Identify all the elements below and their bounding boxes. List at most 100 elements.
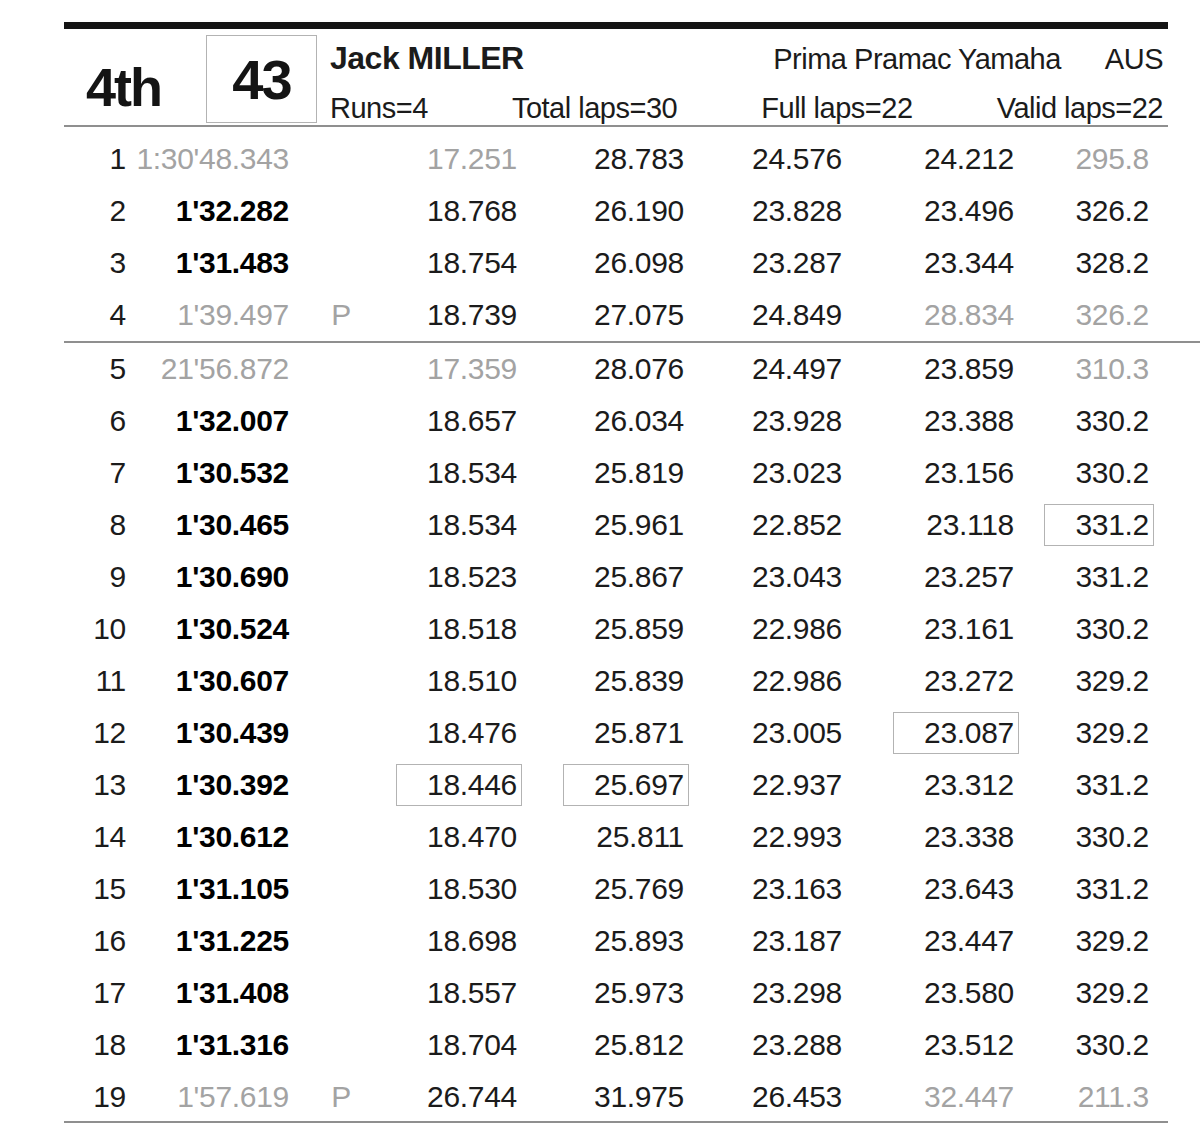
lap-time: 1'32.282 (176, 194, 289, 228)
lap-row: 3 1'31.483 18.754 26.098 23.287 23.344 3… (64, 237, 1200, 289)
lap-row: 16 1'31.225 18.698 25.893 23.187 23.447 … (64, 915, 1200, 967)
lap-row: 1 1:30'48.343 17.251 28.783 24.576 24.21… (64, 133, 1200, 185)
sector-2-time: 26.098 (594, 246, 684, 280)
sector-3-time: 23.005 (752, 716, 842, 750)
sector-2-time: 25.819 (594, 456, 684, 490)
lap-time: 21'56.872 (161, 352, 289, 386)
pit-flag: P (331, 298, 359, 332)
sector-3-time: 23.043 (752, 560, 842, 594)
lap-time: 1'30.532 (176, 456, 289, 490)
sector-3-time: 26.453 (752, 1080, 842, 1114)
sector-2-time: 25.769 (594, 872, 684, 906)
lap-row: 15 1'31.105 18.530 25.769 23.163 23.643 … (64, 863, 1200, 915)
lap-row: 13 1'30.392 18.446 25.697 22.937 23.312 … (64, 759, 1200, 811)
top-speed: 330.2 (1075, 820, 1149, 854)
sector-3-time: 23.023 (752, 456, 842, 490)
lap-table: 1 1:30'48.343 17.251 28.783 24.576 24.21… (0, 131, 1200, 1123)
sector-2-time: 26.190 (594, 194, 684, 228)
sector-2-time: 25.893 (594, 924, 684, 958)
lap-time: 1'30.465 (176, 508, 289, 542)
sector-4-time: 23.338 (924, 820, 1014, 854)
sector-1-time: 18.534 (427, 456, 517, 490)
lap-number: 11 (95, 664, 126, 698)
rider-number-box: 43 (206, 35, 317, 123)
sector-3-time: 22.993 (752, 820, 842, 854)
sector-2-time: 25.973 (594, 976, 684, 1010)
lap-row: 17 1'31.408 18.557 25.973 23.298 23.580 … (64, 967, 1200, 1019)
lap-time: 1'30.612 (176, 820, 289, 854)
lap-number: 8 (110, 508, 126, 542)
stat-valid-laps: Valid laps=22 (997, 92, 1163, 125)
sector-3-time: 23.928 (752, 404, 842, 438)
lap-time: 1'30.439 (176, 716, 289, 750)
sector-1-time: 18.768 (427, 194, 517, 228)
lap-number: 12 (93, 716, 126, 750)
sector-3-time: 23.287 (752, 246, 842, 280)
lap-row: 4 1'39.497 P 18.739 27.075 24.849 28.834… (64, 289, 1200, 343)
sector-2-time: 25.871 (594, 716, 684, 750)
top-speed: 329.2 (1075, 976, 1149, 1010)
sector-1-time: 18.698 (427, 924, 517, 958)
sector-4-time: 23.156 (924, 456, 1014, 490)
lap-number: 1 (110, 142, 126, 176)
lap-number: 6 (110, 404, 126, 438)
sector-2-time: 25.812 (594, 1028, 684, 1062)
lap-time: 1'30.524 (176, 612, 289, 646)
lap-number: 10 (93, 612, 126, 646)
stat-total-laps: Total laps=30 (512, 92, 677, 125)
sector-2-time: 28.783 (594, 142, 684, 176)
sector-1-time: 18.510 (427, 664, 517, 698)
lap-row: 5 21'56.872 17.359 28.076 24.497 23.859 … (64, 343, 1200, 395)
top-speed: 331.2 (1075, 768, 1149, 802)
top-speed: 330.2 (1075, 612, 1149, 646)
sector-3-time: 22.986 (752, 612, 842, 646)
sector-4-time: 32.447 (924, 1080, 1014, 1114)
stats-line: Runs=4 Total laps=30 Full laps=22 Valid … (330, 92, 1163, 125)
sector-4-time: 23.496 (924, 194, 1014, 228)
top-speed: 326.2 (1075, 194, 1149, 228)
lap-time: 1'31.483 (176, 246, 289, 280)
sector-2-time: 25.697 (563, 764, 689, 806)
top-speed: 295.8 (1075, 142, 1149, 176)
sector-4-time: 23.580 (924, 976, 1014, 1010)
sector-4-time: 23.447 (924, 924, 1014, 958)
lap-row: 2 1'32.282 18.768 26.190 23.828 23.496 3… (64, 185, 1200, 237)
sector-2-time: 25.811 (596, 820, 684, 854)
header-rule (64, 125, 1168, 127)
classification-position: 4th (86, 56, 161, 118)
lap-time: 1'32.007 (176, 404, 289, 438)
rider-number: 43 (232, 47, 290, 112)
nation-code: AUS (1105, 43, 1163, 76)
sector-3-time: 23.163 (752, 872, 842, 906)
lap-number: 15 (93, 872, 126, 906)
sector-2-time: 26.034 (594, 404, 684, 438)
lap-time: 1:30'48.343 (136, 142, 289, 176)
sector-2-time: 31.975 (594, 1080, 684, 1114)
sector-3-time: 23.298 (752, 976, 842, 1010)
lap-row: 14 1'30.612 18.470 25.811 22.993 23.338 … (64, 811, 1200, 863)
sector-1-time: 18.557 (427, 976, 517, 1010)
stat-runs: Runs=4 (330, 92, 428, 125)
sector-1-time: 18.446 (396, 764, 522, 806)
sector-1-time: 18.739 (427, 298, 517, 332)
lap-time: 1'30.392 (176, 768, 289, 802)
lap-row: 9 1'30.690 18.523 25.867 23.043 23.257 3… (64, 551, 1200, 603)
top-speed: 330.2 (1075, 404, 1149, 438)
sector-4-time: 23.257 (924, 560, 1014, 594)
lap-number: 5 (110, 352, 126, 386)
sector-4-time: 23.161 (924, 612, 1014, 646)
lap-time: 1'30.607 (176, 664, 289, 698)
lap-row: 18 1'31.316 18.704 25.812 23.288 23.512 … (64, 1019, 1200, 1071)
sector-1-time: 18.476 (427, 716, 517, 750)
top-speed: 326.2 (1075, 298, 1149, 332)
sector-3-time: 22.986 (752, 664, 842, 698)
lap-number: 17 (93, 976, 126, 1010)
lap-time: 1'30.690 (176, 560, 289, 594)
sector-2-time: 25.839 (594, 664, 684, 698)
sector-3-time: 24.576 (752, 142, 842, 176)
team-name: Prima Pramac Yamaha (773, 43, 1061, 76)
sector-1-time: 18.657 (427, 404, 517, 438)
rider-name: Jack MILLER (330, 40, 773, 77)
top-speed: 211.3 (1078, 1080, 1149, 1114)
sector-3-time: 23.187 (752, 924, 842, 958)
